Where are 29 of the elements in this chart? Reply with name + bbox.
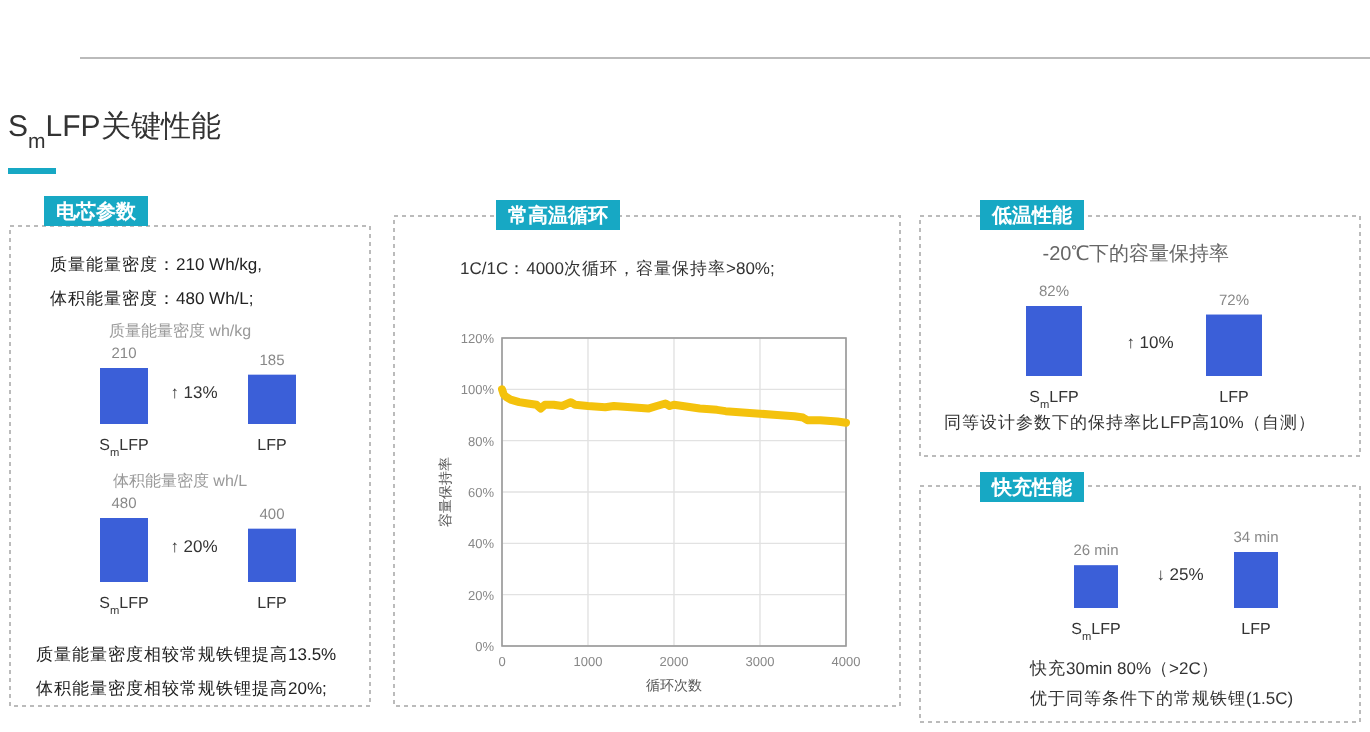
annotation: ↑ 20% xyxy=(170,536,219,556)
chart-subtitle: 1C/1C：4000次循环，容量保持率>80%; xyxy=(460,258,775,278)
line-series xyxy=(498,385,850,427)
chart-title: 低温性能 xyxy=(990,204,1074,228)
x-tick-label: S$_{m}$LFP xyxy=(99,436,149,460)
x-tick-label: LFP xyxy=(257,436,287,454)
text: S$_{m}$LFP关键性能 xyxy=(8,110,221,154)
annotation: ↑ 10% xyxy=(1126,332,1175,352)
x-tick-label: S$_{m}$LFP xyxy=(1029,388,1079,412)
chart-title: 质量能量密度 wh/kg xyxy=(108,322,252,340)
chart-title: 快充性能 xyxy=(990,476,1074,500)
text: 体积能量密度相较常规铁锂提高20%; xyxy=(36,678,327,698)
x-tick-label: LFP xyxy=(257,594,287,612)
x-tick-label: LFP xyxy=(1219,388,1249,406)
text: 体积能量密度：480 Wh/L; xyxy=(50,288,254,308)
text: 电芯参数 xyxy=(56,200,138,224)
annotation: ↑ 13% xyxy=(170,382,219,402)
text: 优于同等条件下的常规铁锂(1.5C) xyxy=(1030,688,1294,708)
x-tick-label: LFP xyxy=(1241,620,1271,638)
text: 质量能量密度相较常规铁锂提高13.5% xyxy=(36,644,338,664)
chart-subtitle: -20℃下的容量保持率 xyxy=(1042,242,1230,266)
text: 质量能量密度：210 Wh/kg, xyxy=(50,254,262,274)
x-tick-label: S$_{m}$LFP xyxy=(99,594,149,618)
x-tick-label: S$_{m}$LFP xyxy=(1071,620,1121,644)
text: 快充30min 80%（>2C） xyxy=(1028,658,1219,678)
chart-title: 体积能量密度 wh/L xyxy=(112,472,249,490)
text: 同等设计参数下的保持率比LFP高10%（自测） xyxy=(944,412,1316,432)
annotation: ↓ 25% xyxy=(1156,564,1205,584)
chart-title: 常高温循环 xyxy=(508,204,608,228)
